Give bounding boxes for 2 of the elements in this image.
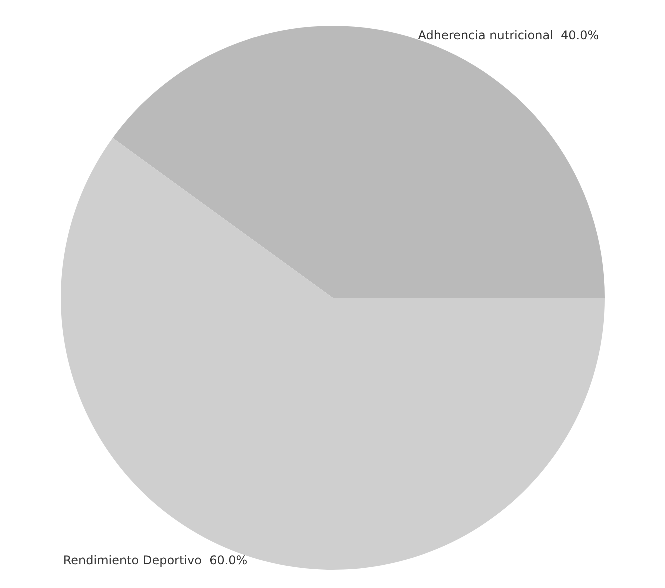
slice-label: Rendimiento Deportivo 60.0%	[63, 553, 248, 568]
slice-label: Adherencia nutricional 40.0%	[418, 28, 600, 43]
